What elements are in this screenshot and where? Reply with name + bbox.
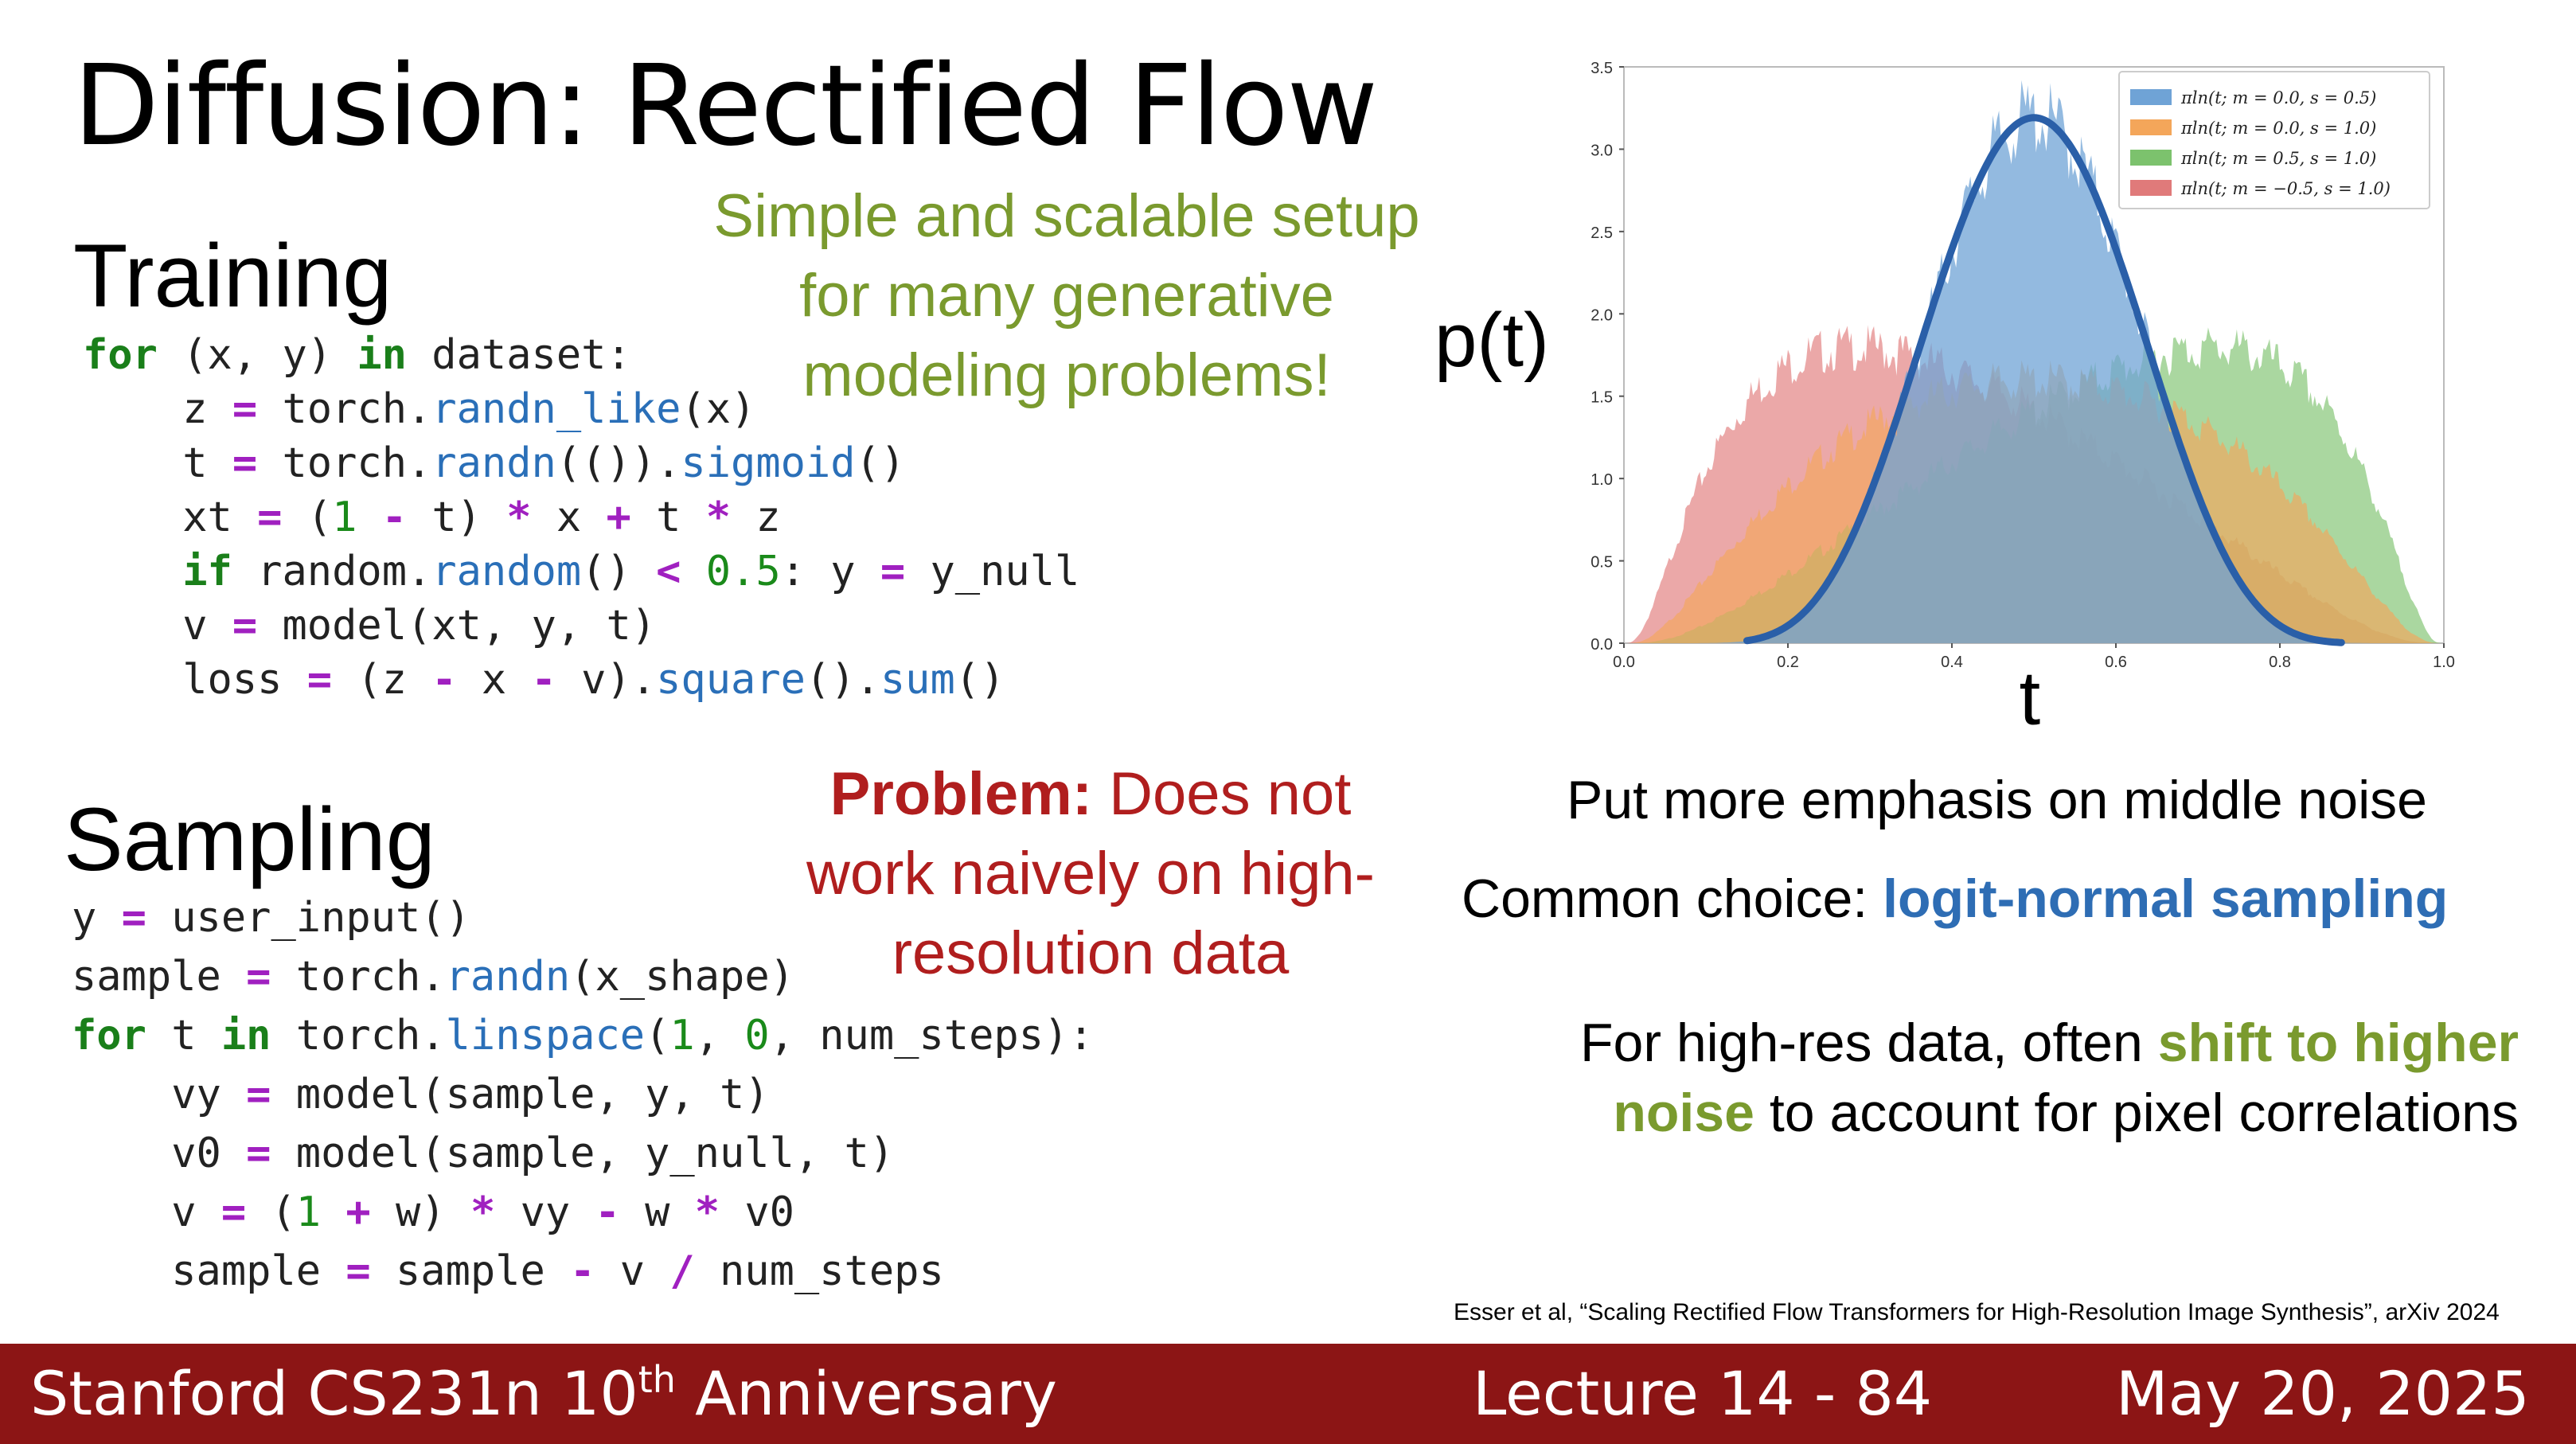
x-tick-label: 0.0: [1613, 654, 1635, 671]
legend-label: πln(t; m = −0.5, s = 1.0): [2180, 179, 2391, 198]
shift-highlight: shift to higher: [2157, 1013, 2519, 1073]
course-name-suffix: Anniversary: [675, 1358, 1057, 1429]
y-tick-label: 0.5: [1590, 554, 1613, 572]
y-tick-label: 3.0: [1590, 142, 1613, 159]
legend-swatch: [2130, 180, 2172, 196]
code-line: v = (1 + w) * vy - w * v0: [72, 1188, 794, 1236]
training-heading: Training: [73, 226, 392, 326]
x-tick-label: 0.4: [1941, 654, 1963, 671]
y-tick-label: 2.0: [1590, 306, 1613, 324]
code-line: for (x, y) in dataset:: [83, 331, 631, 379]
problem-text: resolution data: [892, 919, 1290, 987]
legend-label: πln(t; m = 0.0, s = 0.5): [2180, 88, 2376, 107]
y-tick-label: 1.5: [1590, 389, 1613, 407]
code-line: for t in torch.linspace(1, 0, num_steps)…: [72, 1012, 1094, 1060]
scalability-note-line: modeling problems!: [802, 341, 1331, 409]
x-tick-label: 0.2: [1777, 654, 1799, 671]
sampling-code-block: y = user_input()sample = torch.randn(x_s…: [72, 888, 1094, 1301]
scalability-note-line: Simple and scalable setup: [713, 182, 1420, 250]
emphasis-text: Put more emphasis on middle noise: [1567, 770, 2427, 830]
logit-normal-chart: 0.0 0.5 1.0 1.5 2.0 2.5 3.0 3.5 0.0 0.2 0.4 0.6 0.8 1…: [1425, 48, 2563, 748]
highlighted-curve: [1743, 114, 2345, 646]
course-name-sup: th: [638, 1358, 676, 1401]
scalability-note: Simple and scalable setup for many gener…: [653, 177, 1481, 416]
course-name: Stanford CS231n 10th Anniversary: [30, 1358, 1057, 1429]
code-line: loss = (z - x - v).square().sum(): [83, 656, 1005, 704]
shift-highlight: noise: [1613, 1083, 1754, 1143]
logit-normal-highlight: logit-normal sampling: [1883, 868, 2449, 929]
code-line: sample = torch.randn(x_shape): [72, 953, 794, 1001]
x-axis-label: t: [2020, 656, 2041, 741]
highres-note: For high-res data, often shift to higher…: [1580, 1008, 2519, 1148]
legend-swatch: [2130, 89, 2172, 105]
common-choice-prefix: Common choice:: [1462, 868, 1883, 929]
problem-label: Problem:: [829, 760, 1093, 828]
footer-bar: Stanford CS231n 10th Anniversary Lecture…: [0, 1344, 2576, 1444]
lecture-number: Lecture 14 - 84: [1473, 1358, 1933, 1429]
slide-title: Diffusion: Rectified Flow: [73, 41, 1378, 171]
x-tick-label: 0.8: [2269, 654, 2291, 671]
problem-note: Problem: Does not work naively on high- …: [764, 755, 1417, 993]
x-tick-label: 1.0: [2433, 654, 2455, 671]
scalability-note-line: for many generative: [799, 262, 1334, 330]
series-area: [1624, 80, 2444, 644]
problem-text: Does not: [1092, 760, 1352, 828]
code-line: xt = (1 - t) * x + t * z: [83, 494, 781, 541]
code-line: vy = model(sample, y, t): [72, 1071, 770, 1118]
common-choice-text: Common choice: logit-normal sampling: [1462, 868, 2448, 930]
highres-prefix: For high-res data, often: [1579, 1013, 2158, 1073]
code-line: if random.random() < 0.5: y = y_null: [182, 548, 1080, 595]
legend-label: πln(t; m = 0.5, s = 1.0): [2180, 149, 2376, 168]
code-line: z = torch.randn_like(x): [83, 385, 756, 433]
code-line: y = user_input(): [72, 894, 470, 942]
y-tick-label: 2.5: [1590, 224, 1613, 242]
legend-label: πln(t; m = 0.0, s = 1.0): [2180, 119, 2376, 138]
training-code-block: for (x, y) in dataset: z = torch.randn_l…: [83, 328, 1079, 707]
code-line: v0 = model(sample, y_null, t): [72, 1130, 895, 1177]
course-name-main: Stanford CS231n 10: [30, 1358, 638, 1429]
highres-suffix: to account for pixel correlations: [1754, 1083, 2519, 1143]
code-line: sample = sample - v / num_steps: [72, 1247, 944, 1295]
code-line: v = model(xt, y, t): [83, 602, 657, 650]
citation: Esser et al, “Scaling Rectified Flow Tra…: [1454, 1299, 2500, 1325]
legend-box: [2118, 71, 2430, 209]
legend-swatch: [2130, 150, 2172, 166]
y-tick-label: 3.5: [1590, 60, 1613, 77]
chart-canvas: 0.0 0.5 1.0 1.5 2.0 2.5 3.0 3.5 0.0 0.2 0.4 0.6 0.8 1…: [1434, 60, 2455, 741]
sampling-heading: Sampling: [64, 790, 435, 889]
y-axis-label: p(t): [1434, 298, 1549, 383]
x-tick-label: 0.6: [2105, 654, 2127, 671]
y-tick-label: 0.0: [1590, 636, 1613, 654]
y-tick-label: 1.0: [1590, 471, 1613, 489]
code-line: t = torch.randn(()).sigmoid(): [83, 439, 906, 487]
lecture-date: May 20, 2025: [2116, 1358, 2530, 1429]
legend-swatch: [2130, 119, 2172, 135]
problem-text: work naively on high-: [806, 840, 1375, 907]
